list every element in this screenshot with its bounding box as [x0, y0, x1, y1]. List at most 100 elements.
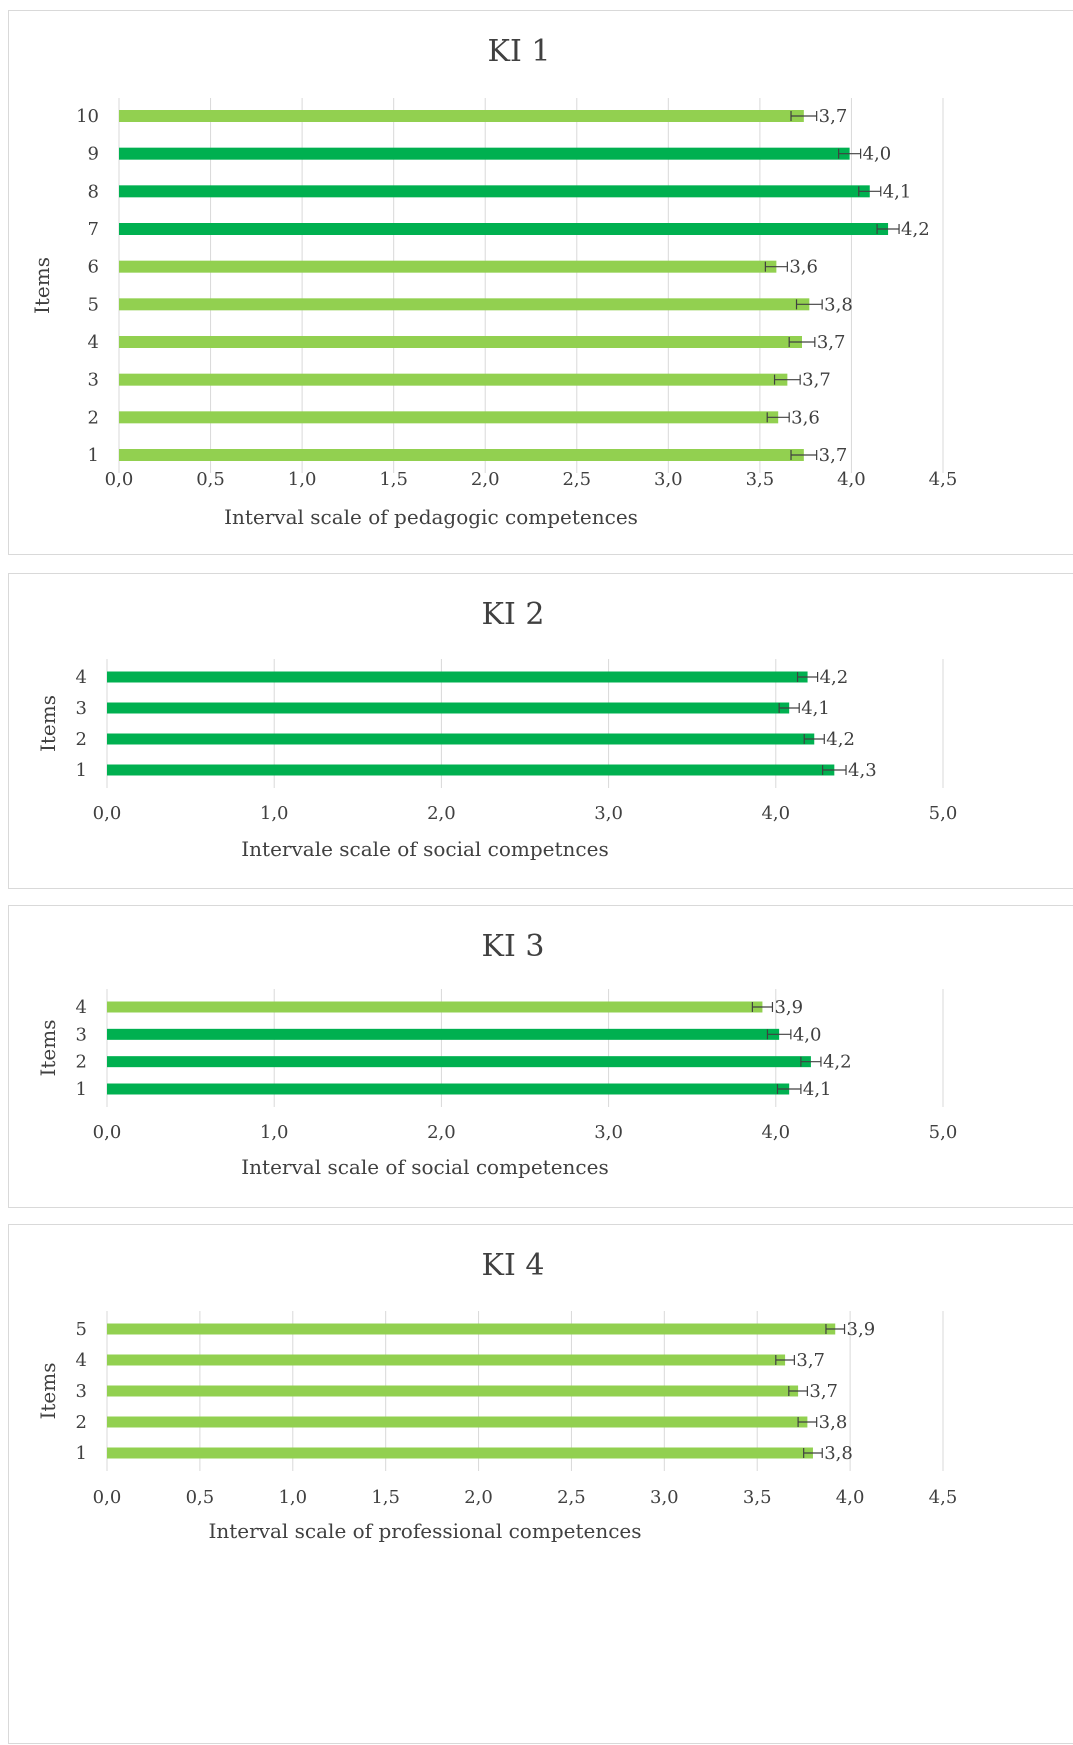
chart-panel-ki2: KI 2 0,0 1,0 2,0 3,0 4,0 5,0 Intervale scale of… — [8, 573, 1073, 889]
ki3-x-tick-label: 1,0 — [260, 1122, 289, 1143]
chart-ki1: KI 1 0,0 0,5 1,0 1,5 2,0 2,5 3,0 3,5 4,0 4,5 Interv… — [30, 34, 958, 529]
ki1-data-label: 3,7 — [802, 370, 831, 391]
ki4-x-axis-title: Interval scale of professional competenc… — [208, 1519, 641, 1543]
chart-panel-ki3: KI 3 0,0 1,0 2,0 3,0 4,0 5,0 Interval scale of … — [8, 905, 1073, 1208]
ki4-data-label: 3,7 — [809, 1381, 838, 1402]
ki4-x-tick-label: 3,0 — [650, 1487, 679, 1508]
ki1-bar-item-1 — [119, 449, 804, 461]
ki2-data-label: 4,3 — [848, 760, 877, 781]
ki2-x-tick-label: 1,0 — [260, 803, 289, 824]
ki2-x-tick-label: 2,0 — [427, 803, 456, 824]
ki1-y-tick-label: 8 — [88, 181, 99, 202]
ki4-bar-item-3 — [107, 1385, 799, 1397]
ki4-x-tick-label: 0,5 — [186, 1487, 215, 1508]
ki4-data-label: 3,8 — [824, 1443, 853, 1464]
ki1-data-label: 3,6 — [791, 407, 820, 428]
ki2-y-tick-label: 4 — [76, 667, 87, 688]
ki3-y-tick-label: 3 — [76, 1024, 87, 1045]
ki4-data-label: 3,7 — [796, 1350, 825, 1371]
ki1-y-tick-label: 6 — [88, 257, 99, 278]
ki1-x-tick-label: 1,0 — [288, 469, 317, 490]
ki1-y-tick-label: 5 — [88, 294, 99, 315]
ki1-data-label: 3,7 — [819, 445, 848, 466]
ki3-x-tick-label: 2,0 — [427, 1122, 456, 1143]
ki1-x-tick-label: 3,5 — [746, 469, 775, 490]
ki1-y-tick-label: 9 — [88, 144, 99, 165]
ki3-x-tick-label: 0,0 — [93, 1122, 122, 1143]
ki2-x-tick-label: 4,0 — [761, 803, 790, 824]
ki3-y-axis-title: Items — [36, 1019, 60, 1076]
ki4-y-axis-title: Items — [36, 1362, 60, 1419]
ki4-x-tick-label: 2,5 — [557, 1487, 586, 1508]
ki1-data-label: 3,6 — [789, 257, 818, 278]
ki3-data-label: 3,9 — [774, 997, 803, 1018]
ki1-x-tick-label: 3,0 — [654, 469, 683, 490]
ki1-x-tick-label: 2,0 — [471, 469, 500, 490]
ki1-bar-item-10 — [119, 110, 804, 122]
ki1-data-label: 4,2 — [901, 219, 930, 240]
ki1-bar-item-7 — [119, 223, 889, 235]
ki4-x-tick-label: 3,5 — [743, 1487, 772, 1508]
ki4-data-label: 3,9 — [847, 1319, 876, 1340]
ki3-title: KI 3 — [482, 929, 545, 964]
ki3-bar-item-3 — [107, 1028, 780, 1040]
ki1-data-label: 3,7 — [817, 332, 846, 353]
ki2-y-tick-label: 2 — [76, 729, 87, 750]
ki4-y-tick-label: 3 — [76, 1381, 87, 1402]
ki1-x-tick-label: 0,0 — [105, 469, 134, 490]
ki4-y-tick-label: 1 — [76, 1443, 87, 1464]
ki1-bar-item-3 — [119, 373, 788, 386]
ki4-bar-item-2 — [107, 1416, 808, 1428]
ki3-data-label: 4,1 — [803, 1079, 832, 1100]
ki4-y-tick-label: 5 — [76, 1319, 87, 1340]
ki3-x-tick-label: 5,0 — [929, 1122, 958, 1143]
chart-panel-ki1: KI 1 0,0 0,5 1,0 1,5 2,0 2,5 3,0 3,5 4,0 4,5 Interv… — [8, 10, 1073, 555]
ki3-x-tick-label: 4,0 — [761, 1122, 790, 1143]
ki3-x-axis-title: Interval scale of social competences — [241, 1155, 608, 1179]
ki2-data-label: 4,1 — [801, 698, 830, 719]
ki2-x-tick-label: 0,0 — [93, 803, 122, 824]
chart-ki4: KI 4 0,0 0,5 1,0 1,5 2,0 2,5 3,0 3,5 4,0 4,5 Interv… — [36, 1248, 958, 1543]
ki2-x-axis-title: Intervale scale of social competnces — [241, 837, 608, 861]
ki3-bar-item-4 — [107, 1001, 763, 1013]
ki4-bar-item-5 — [107, 1323, 836, 1335]
ki4-x-tick-label: 1,0 — [278, 1487, 307, 1508]
ki2-bar-item-1 — [107, 764, 835, 776]
ki1-bar-item-2 — [119, 411, 779, 424]
ki3-x-tick-label: 3,0 — [594, 1122, 623, 1143]
ki3-bar-item-1 — [107, 1083, 790, 1095]
ki1-data-label: 3,7 — [819, 106, 848, 127]
ki3-bar-item-2 — [107, 1056, 811, 1068]
ki4-bar-item-4 — [107, 1354, 786, 1366]
ki4-bar-item-1 — [107, 1447, 813, 1459]
ki2-y-tick-label: 3 — [76, 698, 87, 719]
ki1-bar-item-9 — [119, 147, 850, 160]
ki4-x-tick-label: 4,0 — [836, 1487, 865, 1508]
ki1-bar-item-6 — [119, 260, 777, 273]
ki1-data-label: 3,8 — [824, 294, 853, 315]
ki3-y-tick-label: 1 — [76, 1079, 87, 1100]
chart-ki3: KI 3 0,0 1,0 2,0 3,0 4,0 5,0 Interval scale of … — [36, 929, 958, 1179]
ki1-y-tick-label: 3 — [88, 370, 99, 391]
ki2-y-tick-label: 1 — [76, 760, 87, 781]
chart-panel-ki4: KI 4 0,0 0,5 1,0 1,5 2,0 2,5 3,0 3,5 4,0 4,5 Interv… — [8, 1224, 1073, 1744]
ki1-data-label: 4,0 — [863, 144, 892, 165]
ki1-title: KI 1 — [488, 34, 551, 69]
ki1-x-tick-label: 1,5 — [379, 469, 408, 490]
ki3-data-label: 4,0 — [793, 1024, 822, 1045]
ki4-x-tick-label: 2,0 — [464, 1487, 493, 1508]
ki1-x-tick-label: 4,0 — [837, 469, 866, 490]
ki1-bar-item-4 — [119, 336, 803, 348]
ki2-y-axis-title: Items — [36, 695, 60, 752]
ki2-data-label: 4,2 — [820, 667, 849, 688]
ki4-x-tick-label: 1,5 — [371, 1487, 400, 1508]
ki4-x-tick-label: 4,5 — [929, 1487, 958, 1508]
ki1-x-tick-label: 4,5 — [929, 469, 958, 490]
ki1-y-axis-title: Items — [30, 257, 54, 314]
ki1-y-tick-label: 2 — [88, 407, 99, 428]
ki3-data-label: 4,2 — [823, 1052, 852, 1073]
ki2-x-tick-label: 3,0 — [594, 803, 623, 824]
ki3-y-tick-label: 4 — [76, 997, 87, 1018]
ki2-x-tick-label: 5,0 — [929, 803, 958, 824]
ki1-bar-item-8 — [119, 185, 870, 198]
